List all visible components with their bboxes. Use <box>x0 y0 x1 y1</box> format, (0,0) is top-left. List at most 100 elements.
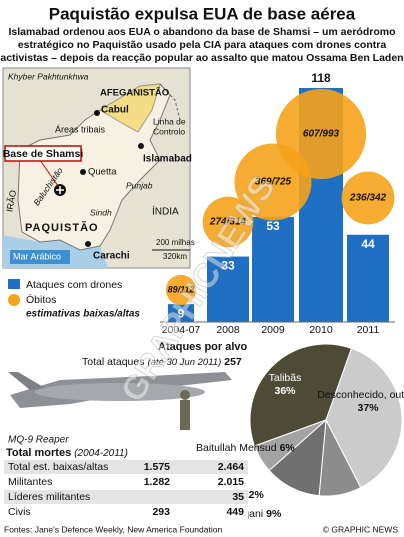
x-tick-label: 2010 <box>309 324 333 336</box>
map-label: ÍNDIA <box>152 205 179 218</box>
pie-label-value: 37% <box>357 402 379 414</box>
khyber-region <box>99 83 161 133</box>
city-dot <box>85 241 91 247</box>
table-row <box>4 505 248 519</box>
bar-value-label: 33 <box>221 259 235 273</box>
map-label: Cabul <box>101 105 129 116</box>
table-cell: 2.464 <box>218 461 244 473</box>
bubble-label: 369/725 <box>255 177 292 188</box>
pie-label-value: 9% <box>266 508 282 520</box>
pie-title: Ataques por alvo <box>158 341 248 353</box>
pie-label: Desconhecido, outros37% <box>317 389 404 414</box>
pie-label-value: 6% <box>280 442 296 454</box>
table-row <box>4 490 248 504</box>
drone-label: MQ-9 Reaper <box>8 435 69 446</box>
plane-icon <box>56 186 64 194</box>
table-cell: 1.575 <box>144 461 170 473</box>
bar-value-label: 53 <box>266 219 280 233</box>
table-row <box>4 475 248 489</box>
pie-label-name: Baitullah Mehsud <box>196 442 277 454</box>
map-label: Carachi <box>93 251 130 262</box>
table-cell: 35 <box>232 491 244 503</box>
map-label: Islamabad <box>143 154 192 165</box>
map-label: Linha de <box>153 116 186 126</box>
table-title-text: Total mortes <box>6 447 71 459</box>
footer-source: Fontes: Jane's Defence Weekly, New Ameri… <box>4 524 222 534</box>
pie-total-label: Total ataques <box>82 356 144 368</box>
subtitle: activistas – depois da reacção popular a… <box>0 52 403 64</box>
table-cell: Líderes militantes <box>8 491 90 503</box>
drone-illustration <box>8 372 232 430</box>
drone-body <box>35 383 205 401</box>
bar <box>347 234 389 322</box>
pie-label-value: 12% <box>243 489 265 501</box>
table-cell: Total est. baixas/altas <box>8 461 108 473</box>
map-label: Khyber Pakhtunkhwa <box>8 71 89 81</box>
legend-swatch <box>8 279 20 289</box>
x-tick-label: 2011 <box>357 324 380 336</box>
bubble-label: 89/112 <box>168 284 195 294</box>
table-cell: 449 <box>226 506 244 518</box>
pie-label: Talibãs 36% <box>269 372 302 397</box>
pie-slice <box>253 419 327 472</box>
x-tick-label: 2004-07 <box>162 324 201 336</box>
table-row <box>4 460 248 474</box>
bar <box>168 304 194 322</box>
pie-label: Baitullah Mehsud 6% <box>196 442 295 454</box>
table-title-note: (2004-2011) <box>74 448 128 459</box>
map-label: Áreas tribais <box>55 124 106 134</box>
base-pointer <box>39 159 59 187</box>
table-cell: 293 <box>152 506 170 518</box>
subtitle: estratégico no Paquistão usado pela CIA … <box>18 39 387 51</box>
pie-label-name: Talibãs <box>269 372 302 384</box>
soldier <box>180 400 190 430</box>
bubble <box>275 88 367 180</box>
x-tick-label: 2009 <box>261 324 285 336</box>
map-label: AFEGANISTÃO <box>100 88 169 99</box>
bar-value-label: 118 <box>311 71 331 85</box>
sea-label-box <box>10 250 70 264</box>
bubble <box>165 274 197 306</box>
bubble-label: 236/342 <box>349 193 387 204</box>
map-label: Quetta <box>88 167 117 178</box>
map-label: PAQUISTÃO <box>25 221 99 234</box>
table-cell: 2.015 <box>218 476 244 488</box>
legend-swatch <box>8 294 20 306</box>
map-label: 200 milhas <box>156 238 195 247</box>
map-label: Sindh <box>90 207 112 217</box>
pie-label-value: 36% <box>274 385 296 397</box>
map-label: IRÃO <box>4 189 18 212</box>
map-label: Punjab <box>126 180 153 190</box>
line-of-control <box>159 83 181 121</box>
x-tick-label: 2008 <box>216 324 240 336</box>
title: Paquistão expulsa EUA de base aérea <box>49 4 356 23</box>
city-dot <box>138 143 144 149</box>
bubble-label: 274/314 <box>209 217 247 228</box>
footer-credit: © GRAPHIC NEWS <box>323 524 399 534</box>
base-label: Base de Shamsi <box>3 148 84 160</box>
pie-label-name: Desconhecido, outros <box>317 389 404 401</box>
map-label: Mar Arábico <box>13 251 61 261</box>
city-dot <box>94 110 100 116</box>
city-dot <box>80 169 86 175</box>
table-title: Total mortes (2004-2011) <box>6 447 128 459</box>
pie-slice <box>325 347 403 489</box>
bubble-label: 607/993 <box>303 129 340 140</box>
bar <box>252 216 294 322</box>
legend-note: estimativas baixas/altas <box>26 309 140 320</box>
legend-label: Óbitos <box>26 293 56 306</box>
base-box <box>4 145 82 162</box>
bubble <box>202 196 254 248</box>
table-cell: Civis <box>8 506 31 518</box>
bubble <box>341 171 395 225</box>
bar <box>207 256 249 322</box>
map-label: 320km <box>163 252 187 261</box>
legend-label: Ataques com drones <box>26 279 122 291</box>
soldier-head <box>180 390 190 400</box>
drone-tail <box>8 372 45 390</box>
pie-total-value: 257 <box>224 356 242 368</box>
table-cell: Militantes <box>8 476 52 488</box>
pie-total: Total ataques (até 30 Jun 2011) 257 <box>82 356 242 368</box>
map: Base de Shamsi <box>2 67 191 269</box>
